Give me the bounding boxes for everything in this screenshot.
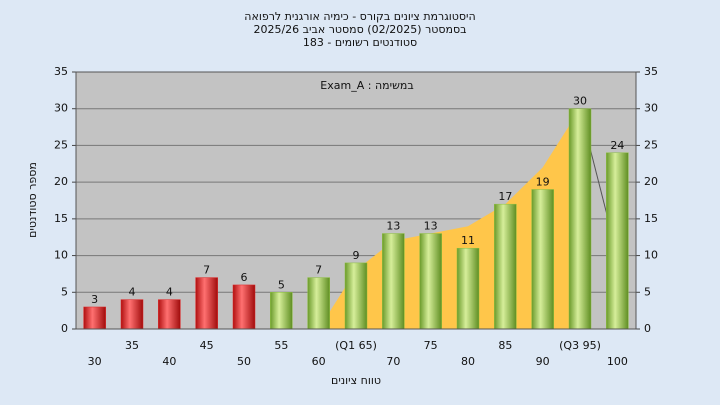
bar: [344, 262, 368, 330]
x-tick-label: 30: [88, 355, 102, 368]
bar: [195, 277, 218, 330]
bar: [158, 299, 181, 330]
y2-tick-label: 5: [644, 285, 651, 298]
y-tick-label: 0: [61, 322, 68, 335]
value-label: 3: [91, 293, 98, 306]
value-label: 17: [498, 190, 512, 203]
value-label: 24: [610, 139, 624, 152]
y-tick-label: 35: [54, 65, 68, 78]
y-tick-label: 25: [54, 138, 68, 151]
bar: [232, 284, 256, 330]
y2-tick-label: 20: [644, 175, 658, 188]
y-tick-label: 30: [54, 102, 68, 115]
x-tick-label: 55: [274, 339, 288, 352]
chart-subtitle: בסמסטר (02/2025) סמסטר אביב 2025/26: [253, 23, 466, 36]
value-label: 9: [353, 249, 360, 262]
bar: [494, 203, 517, 330]
x-tick-label: (Q3 95): [559, 339, 601, 352]
x-tick-label: 45: [200, 339, 214, 352]
bar: [606, 152, 629, 330]
value-label: 13: [386, 220, 400, 233]
value-label: 11: [461, 234, 475, 247]
y2-tick-label: 25: [644, 138, 658, 151]
chart-title: היסטוגרמת ציונים בקורס - כימיה אורגנית ל…: [244, 10, 475, 23]
x-tick-label: 85: [498, 339, 512, 352]
x-tick-label: 75: [424, 339, 438, 352]
y2-tick-label: 35: [644, 65, 658, 78]
value-label: 7: [203, 264, 210, 277]
x-tick-label: 80: [461, 355, 475, 368]
y-tick-label: 20: [54, 175, 68, 188]
x-axis-label: טווח ציונים: [331, 374, 381, 387]
bar: [120, 299, 144, 330]
value-label: 6: [241, 271, 248, 284]
y2-tick-label: 15: [644, 212, 658, 225]
chart-subtitle: סטודנטים רשומים - 183: [303, 36, 417, 49]
bar: [83, 306, 106, 330]
y-axis-label: מספר סטודנטים: [26, 162, 39, 238]
bar: [419, 233, 442, 330]
bar: [270, 292, 293, 330]
x-tick-label: 100: [607, 355, 628, 368]
value-label: 13: [424, 220, 438, 233]
y2-tick-label: 0: [644, 322, 651, 335]
value-label: 4: [129, 286, 136, 299]
x-tick-label: 70: [386, 355, 400, 368]
value-label: 19: [536, 175, 550, 188]
y-tick-label: 10: [54, 249, 68, 262]
x-tick-label: 90: [536, 355, 550, 368]
x-tick-label: 60: [312, 355, 326, 368]
x-tick-label: 35: [125, 339, 139, 352]
y-tick-label: 15: [54, 212, 68, 225]
value-label: 30: [573, 95, 587, 108]
y2-tick-label: 10: [644, 249, 658, 262]
bar: [531, 189, 554, 330]
bar: [568, 108, 592, 330]
value-label: 7: [315, 264, 322, 277]
x-tick-label: 50: [237, 355, 251, 368]
x-tick-label: (Q1 65): [335, 339, 377, 352]
bar: [307, 277, 330, 330]
bar: [456, 247, 480, 330]
bar: [382, 233, 405, 330]
plot-border: [75, 71, 637, 330]
y2-tick-label: 30: [644, 102, 658, 115]
value-label: 5: [278, 278, 285, 291]
x-tick-label: 40: [162, 355, 176, 368]
y-tick-label: 5: [61, 285, 68, 298]
value-label: 4: [166, 286, 173, 299]
annotation: במשימה : Exam_A: [320, 79, 413, 92]
